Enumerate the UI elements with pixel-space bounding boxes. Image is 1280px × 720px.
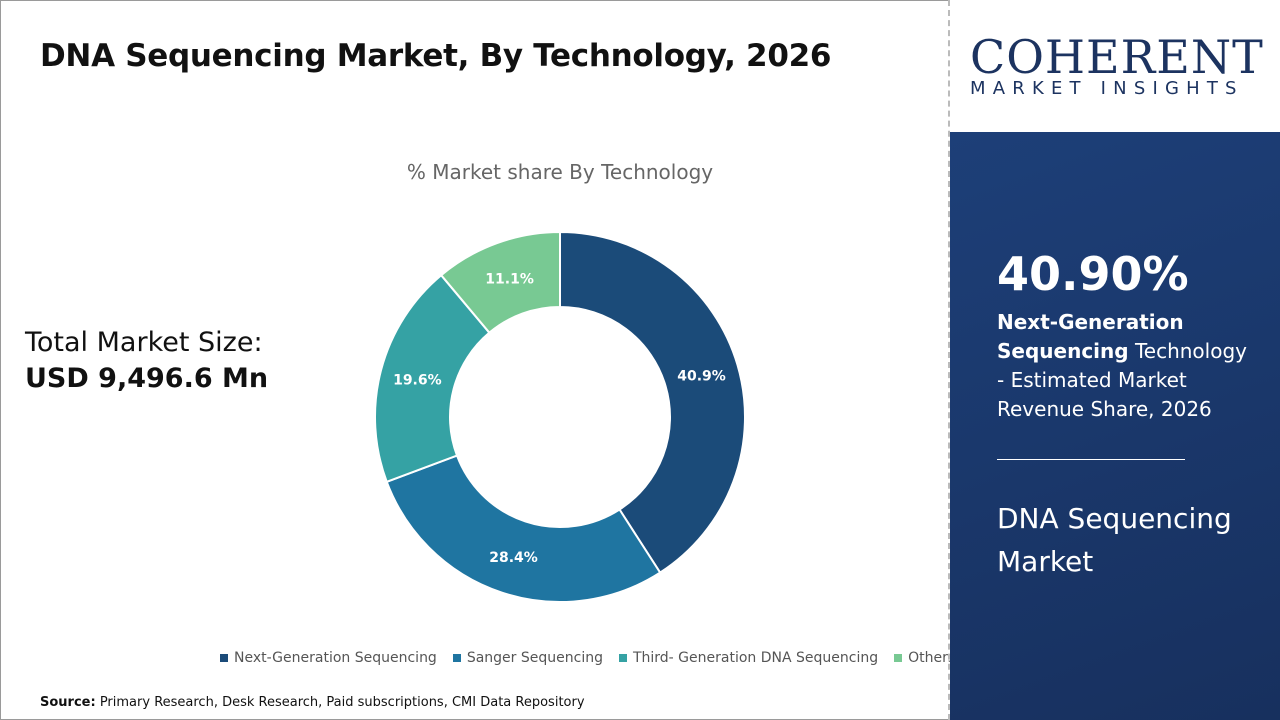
- legend-swatch: [220, 654, 228, 662]
- data-label-0: 40.9%: [677, 368, 726, 384]
- market-name: DNA Sequencing Market: [997, 502, 1232, 578]
- highlight-percent: 40.90%: [997, 247, 1189, 301]
- highlight-description: Next-Generation Sequencing Technology - …: [997, 308, 1257, 424]
- total-value: USD 9,496.6 Mn: [25, 363, 269, 394]
- page-title: DNA Sequencing Market, By Technology, 20…: [40, 38, 832, 74]
- source-note: Source: Primary Research, Desk Research,…: [40, 695, 585, 710]
- donut-chart: 40.9% 28.4% 19.6% 11.1%: [374, 230, 746, 603]
- legend-swatch: [452, 654, 461, 662]
- divider: [948, 0, 950, 720]
- legend-item: Next-Generation Sequencing: [220, 650, 437, 666]
- legend-item: Sanger Sequencing: [452, 650, 603, 666]
- chart-title: % Market share By Technology: [406, 160, 714, 184]
- highlight-segment: Next-Generation Sequencing: [997, 310, 1184, 363]
- source-label: Source:: [40, 695, 96, 710]
- highlight-panel: 40.90% Next-Generation Sequencing Techno…: [950, 132, 1280, 720]
- source-text: Primary Research, Desk Research, Paid su…: [95, 695, 585, 710]
- legend: Next-Generation Sequencing Sanger Sequenc…: [220, 650, 955, 666]
- total-label: Total Market Size:: [25, 327, 263, 358]
- data-label-2: 19.6%: [393, 372, 442, 388]
- legend-item: Others: [894, 650, 955, 666]
- logo: COHERENT MARKET INSIGHTS: [950, 0, 1280, 132]
- highlight-desc-text: Technology - Estimated Market Revenue Sh…: [997, 339, 1247, 421]
- slice-3: [439, 230, 561, 335]
- panel-rule: [997, 459, 1185, 460]
- slice-1: [385, 454, 662, 603]
- legend-label: Others: [908, 650, 956, 666]
- legend-item: Third- Generation DNA Sequencing: [618, 650, 879, 666]
- legend-label: Sanger Sequencing: [466, 650, 603, 666]
- slice-0: [559, 230, 746, 574]
- data-label-3: 11.1%: [485, 271, 534, 287]
- total-market-size: Total Market Size: USD 9,496.6 Mn: [25, 325, 268, 397]
- data-label-1: 28.4%: [489, 550, 538, 566]
- logo-tagline: MARKET INSIGHTS: [970, 78, 1244, 99]
- logo-name: COHERENT: [970, 30, 1264, 84]
- legend-label: Third- Generation DNA Sequencing: [632, 650, 879, 666]
- slice-2: [374, 273, 491, 484]
- legend-swatch: [618, 654, 627, 662]
- legend-swatch: [894, 654, 903, 662]
- legend-label: Next-Generation Sequencing: [234, 650, 437, 666]
